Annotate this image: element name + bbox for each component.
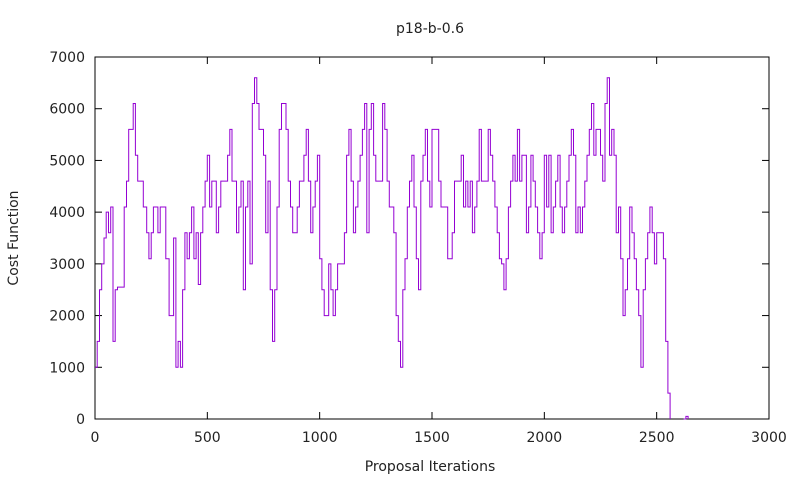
series-layer (95, 77, 689, 420)
series-line-1 (95, 77, 671, 419)
x-tick-label: 1500 (414, 430, 450, 446)
x-tick-label: 1000 (302, 430, 338, 446)
y-tick-label: 4000 (49, 205, 85, 221)
y-tick-label: 3000 (49, 257, 85, 273)
x-tick-label: 500 (194, 430, 221, 446)
x-axis: 0 500 1000 1500 2000 2500 3000 (91, 57, 787, 446)
y-tick-label: 2000 (49, 309, 85, 325)
y-axis-label: Cost Function (6, 190, 22, 285)
y-tick-label: 0 (76, 412, 85, 428)
y-tick-label: 1000 (49, 360, 85, 376)
y-tick-label: 6000 (49, 102, 85, 118)
x-tick-label: 3000 (751, 430, 787, 446)
y-axis: 0 1000 2000 3000 4000 5000 6000 7000 (49, 50, 769, 428)
y-tick-label: 7000 (49, 50, 85, 66)
x-axis-label: Proposal Iterations (365, 459, 496, 475)
series-line-2 (683, 415, 689, 420)
chart-title: p18-b-0.6 (396, 21, 464, 37)
x-tick-label: 2500 (639, 430, 675, 446)
x-tick-label: 2000 (527, 430, 563, 446)
x-tick-label: 0 (91, 430, 100, 446)
y-tick-label: 5000 (49, 153, 85, 169)
